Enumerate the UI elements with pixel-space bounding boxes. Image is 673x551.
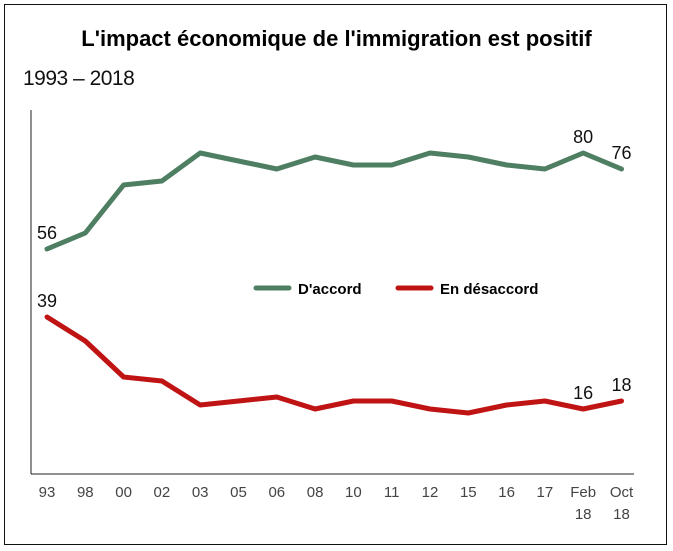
x-tick-label-9: 11 [384,484,400,501]
data-label-1-14: 16 [573,383,593,403]
x-tick-label-5: 05 [230,484,247,501]
chart-subtitle: 1993 – 2018 [23,67,135,90]
x-tick-label-8: 10 [345,484,362,501]
chart-frame [4,4,667,545]
x-tick-label-4: 03 [192,484,209,501]
series-line-0 [44,150,624,252]
chart-title: L'impact économique de l'immigration est… [81,26,592,51]
x-tick-label-11: 15 [460,484,477,501]
x-tick-label-0: 93 [39,484,56,501]
x-tick-label-7: 08 [307,484,324,501]
x-tick-label-2: 00 [115,484,132,501]
x-tick-label-15: Oct 18 [610,484,634,523]
x-tick-label-14: Feb 18 [570,484,596,523]
x-tick-label-6: 06 [268,484,285,501]
legend-label-0: D'accord [298,281,362,298]
data-label-0-14: 80 [573,127,593,147]
data-label-0-15: 76 [611,143,631,163]
x-tick-label-13: 17 [537,484,554,501]
x-tick-label-3: 02 [154,484,171,501]
series-line-1 [44,314,624,416]
legend-label-1: En désaccord [440,281,538,298]
x-tick-label-1: 98 [77,484,94,501]
data-label-1-15: 18 [611,375,631,395]
data-label-1-0: 39 [37,291,57,311]
x-tick-label-10: 12 [422,484,439,501]
x-tick-label-12: 16 [498,484,515,501]
data-label-0-0: 56 [37,223,57,243]
